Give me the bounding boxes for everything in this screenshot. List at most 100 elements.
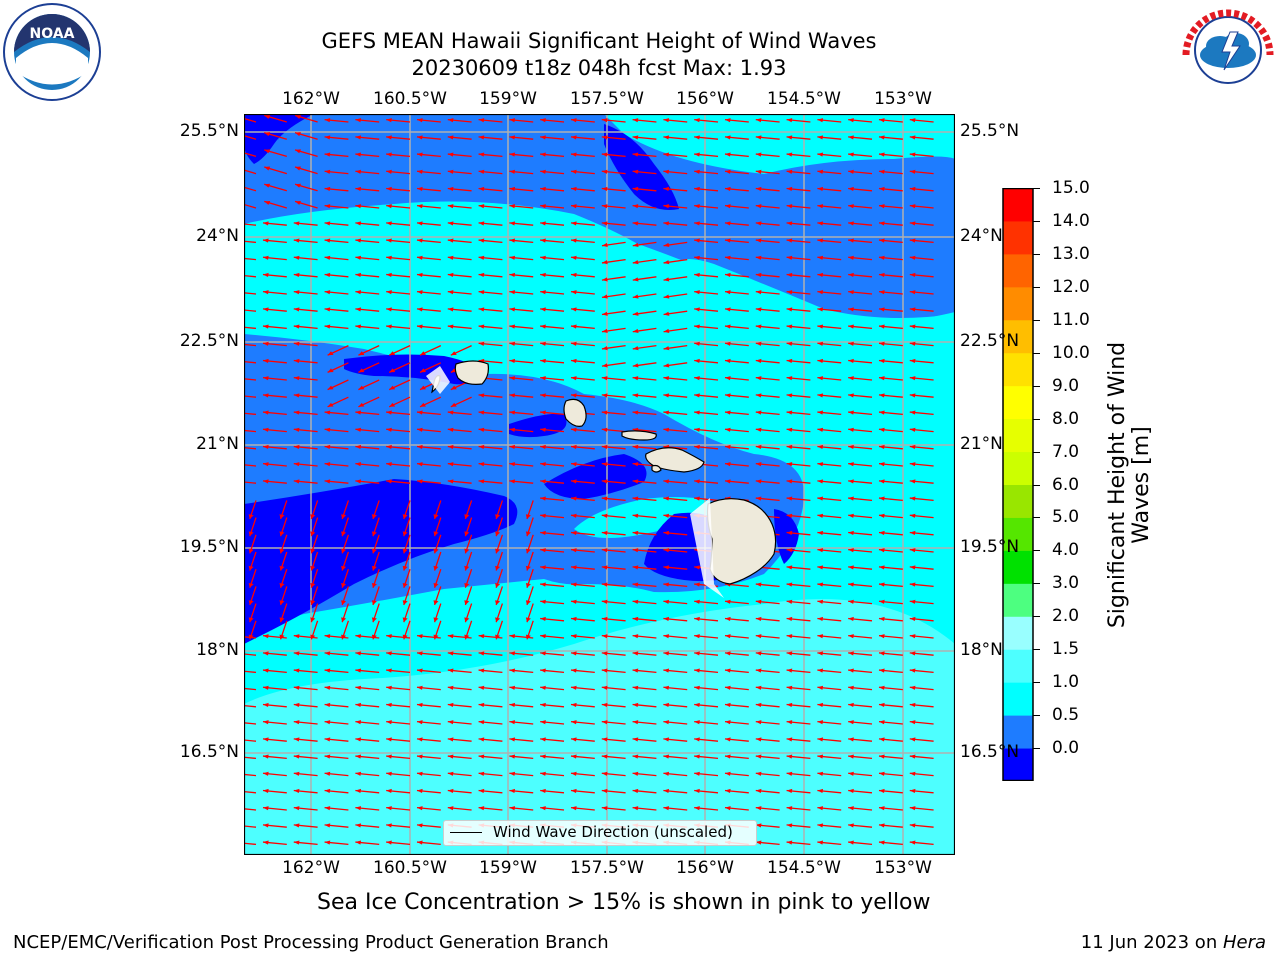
- wave-arrow: [724, 272, 749, 278]
- wave-arrow: [663, 327, 688, 334]
- wave-arrow: [386, 754, 411, 760]
- wave-arrow: [786, 307, 811, 312]
- wave-arrow: [293, 255, 318, 261]
- wave-arrow: [478, 685, 503, 691]
- wave-arrow: [786, 290, 811, 295]
- wave-arrow: [540, 462, 565, 467]
- wave-arrow: [601, 118, 626, 123]
- wave-arrow: [694, 307, 719, 312]
- wave-arrow: [817, 720, 842, 725]
- wave-arrow: [540, 582, 565, 588]
- wave-arrow: [262, 238, 287, 244]
- wave-arrow: [848, 771, 873, 777]
- lon-tick-top: 156°W: [676, 89, 734, 109]
- wave-arrow: [632, 444, 657, 450]
- wave-arrow: [601, 258, 626, 265]
- wave-arrow: [878, 272, 903, 278]
- wave-arrow: [355, 634, 380, 639]
- colorbar-segment: [1003, 550, 1033, 584]
- wave-arrow: [293, 754, 318, 760]
- wave-arrow: [509, 668, 534, 674]
- wave-arrow: [663, 720, 688, 725]
- wave-arrow: [786, 702, 811, 708]
- wave-arrow: [755, 204, 780, 209]
- wave-arrow: [416, 152, 441, 158]
- lon-tick-top: 162°W: [282, 89, 340, 109]
- wave-arrow: [355, 118, 380, 123]
- wave-arrow: [817, 324, 842, 330]
- wave-arrow: [371, 551, 380, 571]
- wave-arrow: [878, 444, 903, 450]
- wave-arrow: [262, 702, 287, 708]
- wave-arrow: [694, 599, 719, 605]
- wave-arrow: [724, 479, 749, 484]
- wave-arrow: [478, 324, 503, 330]
- island-kauai: [454, 360, 489, 385]
- wave-arrow: [817, 290, 842, 295]
- noaa-logo-text: NOAA: [30, 26, 75, 42]
- wave-arrow: [848, 118, 873, 123]
- wave-arrow: [878, 410, 903, 416]
- wave-arrow: [447, 152, 472, 158]
- wave-arrow: [355, 427, 380, 433]
- wave-arrow: [416, 324, 441, 330]
- wave-arrow: [601, 293, 626, 299]
- wave-arrow: [694, 771, 719, 777]
- wave-arrow: [755, 737, 780, 742]
- wave-arrow: [909, 221, 934, 226]
- wave-arrow: [540, 788, 565, 794]
- colorbar-segment: [1003, 352, 1033, 387]
- wave-arrow: [509, 737, 534, 742]
- wave-arrow: [324, 737, 349, 742]
- wave-arrow: [786, 221, 811, 226]
- wave-arrow: [525, 517, 534, 537]
- wave-arrow: [509, 272, 534, 278]
- wave-arrow: [632, 599, 657, 605]
- wave-arrow: [817, 479, 842, 484]
- wave-arrow: [509, 788, 534, 794]
- wave-arrow: [262, 634, 287, 639]
- wave-arrow: [694, 616, 719, 622]
- wave-arrow: [386, 737, 411, 742]
- colorbar-tick-label: 13.0: [1052, 243, 1090, 264]
- wave-arrow: [663, 513, 688, 519]
- wave-arrow: [324, 668, 349, 674]
- lat-tick-right: 21°N: [960, 434, 1003, 454]
- wave-arrow: [755, 393, 780, 398]
- wave-arrow: [724, 152, 749, 158]
- map-frame: [244, 114, 955, 855]
- wave-arrow: [663, 685, 688, 691]
- wave-arrow: [248, 568, 257, 588]
- wave-arrow: [694, 341, 719, 347]
- wave-arrow: [786, 513, 811, 519]
- wave-arrow: [478, 444, 503, 450]
- wave-arrow: [786, 152, 811, 158]
- colorbar-segment: [1003, 649, 1033, 683]
- wave-arrow: [601, 393, 626, 398]
- wave-arrow: [848, 548, 873, 553]
- wave-arrow: [909, 754, 934, 760]
- wave-arrow: [525, 534, 534, 554]
- wave-arrow: [371, 586, 380, 606]
- wave-arrow: [632, 118, 657, 123]
- wave-arrow: [786, 496, 811, 502]
- wave-arrow: [450, 396, 472, 408]
- wave-arrow: [632, 806, 657, 811]
- hawaiian-islands: [431, 360, 777, 585]
- wave-arrow: [478, 393, 503, 398]
- lon-tick-top: 154.5°W: [767, 89, 841, 109]
- wave-arrow: [402, 500, 411, 520]
- wave-arrow: [447, 221, 472, 226]
- wave-arrow: [324, 204, 349, 209]
- wave-arrow: [310, 586, 319, 606]
- wave-arrow: [786, 720, 811, 725]
- wave-arrow: [447, 204, 472, 209]
- lon-tick-bottom: 156°W: [676, 858, 734, 878]
- wave-arrow: [416, 720, 441, 725]
- wave-arrow: [755, 324, 780, 330]
- wave-arrow: [694, 135, 719, 140]
- wave-arrow: [909, 599, 934, 605]
- wave-arrow: [262, 720, 287, 725]
- wave-arrow: [416, 806, 441, 811]
- wave-arrow: [878, 135, 903, 140]
